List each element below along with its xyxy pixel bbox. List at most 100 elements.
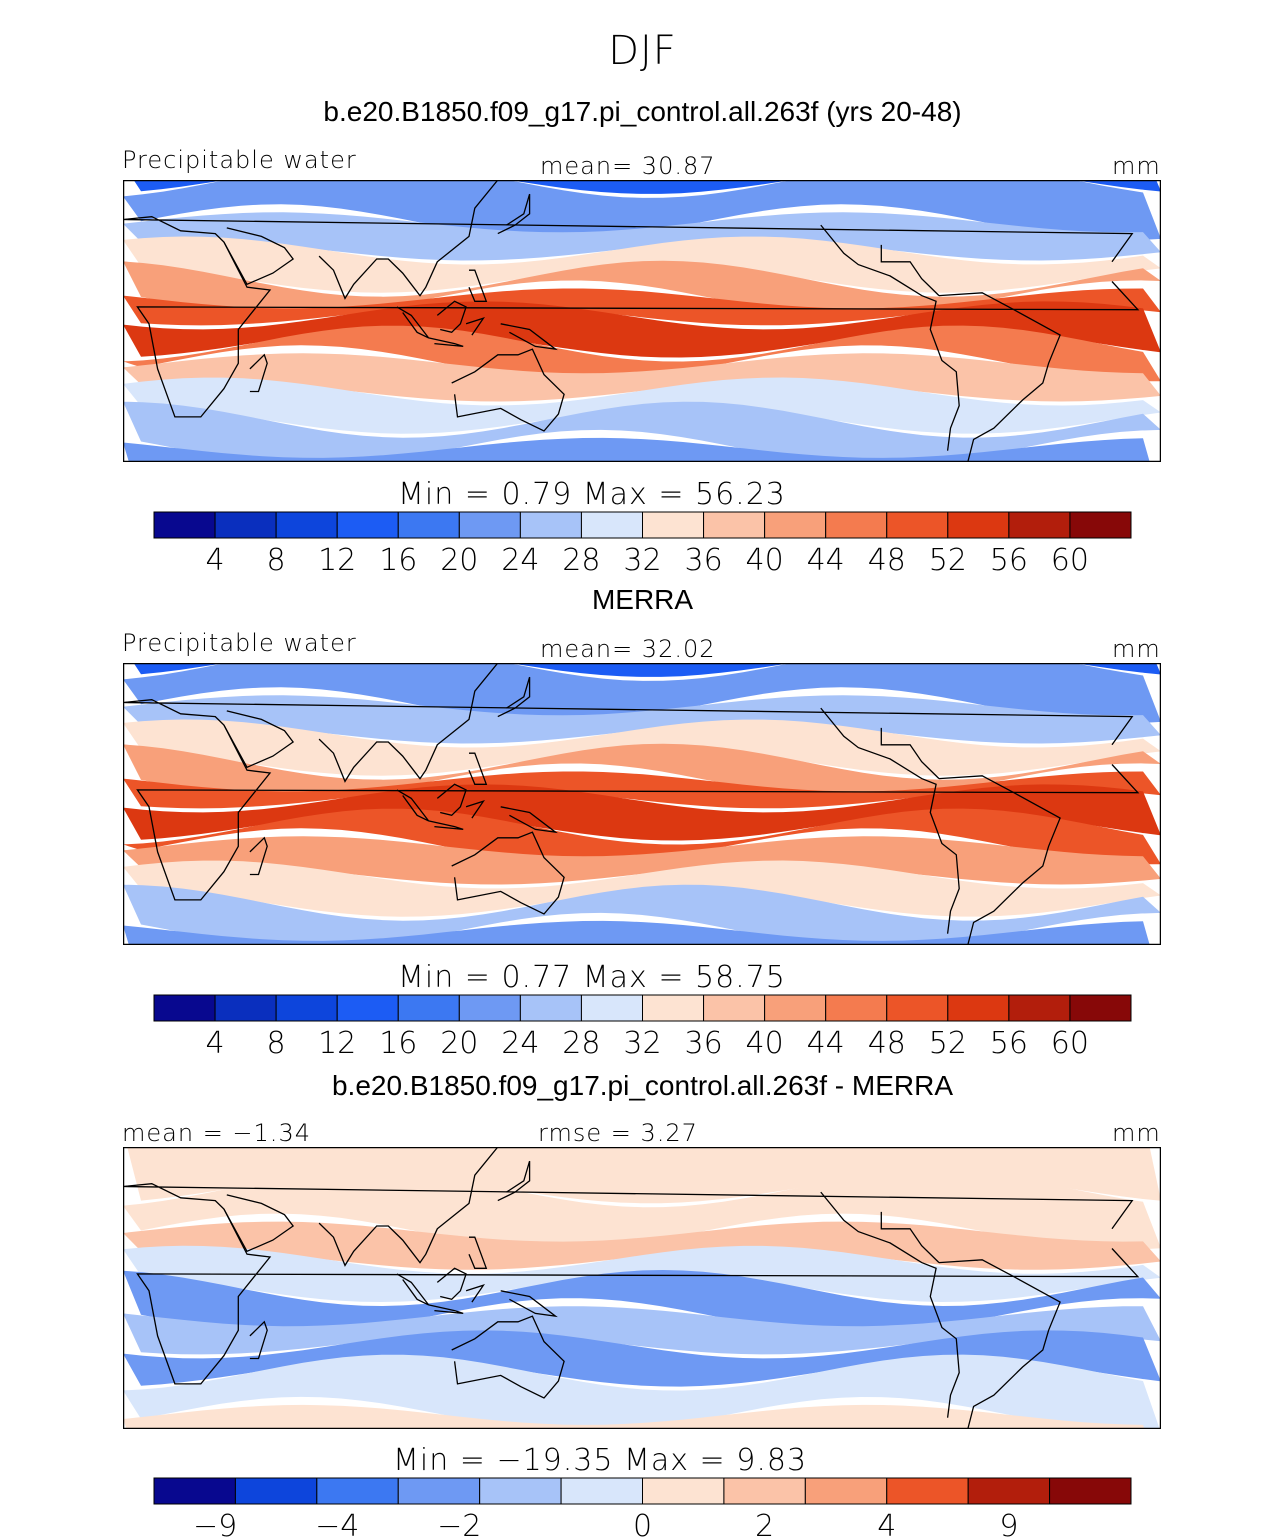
colorbar-tick-label: 20 — [440, 1026, 478, 1061]
coastline — [938, 292, 1061, 462]
coastline — [436, 1267, 467, 1301]
coastline — [249, 1320, 268, 1360]
colorbar-tick-label: 4 — [877, 1509, 896, 1539]
colorbar-swatch — [316, 1477, 399, 1505]
field-band — [123, 808, 1161, 865]
colorbar-tick-label: −2 — [437, 1509, 481, 1539]
field-band — [123, 1171, 1161, 1250]
panel-1-variable-label: Precipitable water — [122, 146, 357, 174]
colorbar-swatch — [825, 994, 888, 1022]
colorbar-swatch — [458, 994, 521, 1022]
coastline — [465, 799, 486, 819]
panel-2-units-label: mm — [1112, 635, 1161, 663]
colorbar-swatch — [519, 994, 582, 1022]
colorbar-swatch — [947, 994, 1010, 1022]
colorbar-tick-label: 9 — [999, 1509, 1018, 1539]
panel-1-map — [123, 180, 1161, 462]
coastline — [938, 1259, 1061, 1429]
colorbar-swatch — [764, 511, 827, 539]
coastline — [497, 193, 531, 235]
colorbar-swatch — [825, 511, 888, 539]
coastline — [880, 244, 940, 297]
panel-3-units-label: mm — [1112, 1119, 1161, 1147]
panel-1-title: b.e20.B1850.f09_g17.pi_control.all.263f … — [323, 96, 962, 127]
field-band — [123, 1330, 1161, 1387]
coastline — [465, 316, 486, 336]
colorbar-swatch — [1069, 511, 1132, 539]
colorbar-swatch — [234, 1477, 318, 1505]
panel-3-title: b.e20.B1850.f09_g17.pi_control.all.263f … — [331, 1070, 954, 1101]
colorbar-swatch — [886, 511, 949, 539]
colorbar-tick-label: 44 — [807, 543, 845, 578]
field-band — [123, 695, 1161, 744]
colorbar-tick-label: −4 — [315, 1509, 359, 1539]
coastline — [223, 227, 295, 286]
colorbar-swatch — [336, 511, 399, 539]
coastline — [500, 806, 558, 834]
coastline — [468, 269, 488, 302]
map-frame — [123, 663, 1161, 945]
colorbar-tick-label: 28 — [562, 1026, 600, 1061]
coastline — [223, 710, 295, 769]
coastline — [318, 1147, 499, 1267]
colorbar-tick-label: 24 — [501, 1026, 539, 1061]
map-frame — [123, 1147, 1161, 1429]
colorbar-tick-label: 4 — [206, 543, 225, 578]
colorbar-swatch — [336, 994, 399, 1022]
panel-2-title: MERRA — [591, 584, 694, 615]
panel-3-rmse-label: rmse = 3.27 — [538, 1119, 698, 1147]
panel-2-variable-label: Precipitable water — [122, 629, 357, 657]
field-band — [123, 212, 1161, 261]
coastline — [500, 1290, 558, 1318]
colorbar-swatch — [153, 1477, 236, 1505]
colorbar-tick-label: 44 — [807, 1026, 845, 1061]
coastline — [428, 820, 464, 831]
colorbar-tick-label: 52 — [929, 543, 967, 578]
coastline — [497, 1160, 531, 1202]
field-band — [123, 1221, 1161, 1270]
colorbar-tick-label: 56 — [990, 543, 1028, 578]
colorbar-tick-label: 60 — [1051, 1026, 1089, 1061]
coastline — [880, 1211, 940, 1264]
colorbar-swatch — [153, 994, 216, 1022]
colorbar-swatch — [886, 1477, 969, 1505]
colorbar-swatch — [397, 1477, 481, 1505]
colorbar-swatch — [703, 994, 766, 1022]
colorbar-tick-label: 40 — [746, 543, 784, 578]
coastline — [318, 180, 499, 300]
coastline — [465, 1283, 486, 1303]
field-band — [123, 784, 1161, 841]
colorbar-swatch — [397, 511, 460, 539]
coastline — [428, 1304, 464, 1315]
colorbar-swatch — [804, 1477, 888, 1505]
coastline — [820, 224, 960, 451]
colorbar-tick-label: 2 — [755, 1509, 774, 1539]
coastline — [318, 663, 499, 783]
coastline — [500, 323, 558, 351]
panel-2-map — [123, 663, 1161, 945]
colorbar-swatch — [580, 994, 643, 1022]
field-band — [123, 301, 1161, 358]
map-frame — [123, 180, 1161, 462]
colorbar-tick-label: 4 — [206, 1026, 225, 1061]
panel-1-colorbar: 4 8 12 16 20 24 28 32 36 40 44 48 52 56 60 — [153, 511, 1132, 578]
colorbar-swatch — [275, 994, 338, 1022]
colorbar-swatch — [458, 511, 521, 539]
colorbar-swatch — [214, 511, 277, 539]
field-band — [123, 771, 1161, 809]
coastline — [880, 727, 940, 780]
colorbar-swatch — [1049, 1477, 1132, 1505]
field-band — [123, 920, 1150, 945]
field-band — [123, 884, 1161, 945]
panel-2-min-max: Min = 0.77 Max = 58.75 — [398, 960, 786, 995]
colorbar-swatch — [642, 1477, 725, 1505]
colorbar-swatch — [1008, 511, 1071, 539]
panel-3-mean-label: mean = −1.34 — [122, 1119, 311, 1147]
colorbar-tick-label: 56 — [990, 1026, 1028, 1061]
coastline — [123, 216, 1140, 418]
coastline — [428, 337, 464, 348]
colorbar-tick-label: 12 — [318, 1026, 356, 1061]
coastline — [436, 783, 467, 817]
panel-1-units-label: mm — [1112, 152, 1161, 180]
colorbar-tick-label: 16 — [379, 1026, 417, 1061]
